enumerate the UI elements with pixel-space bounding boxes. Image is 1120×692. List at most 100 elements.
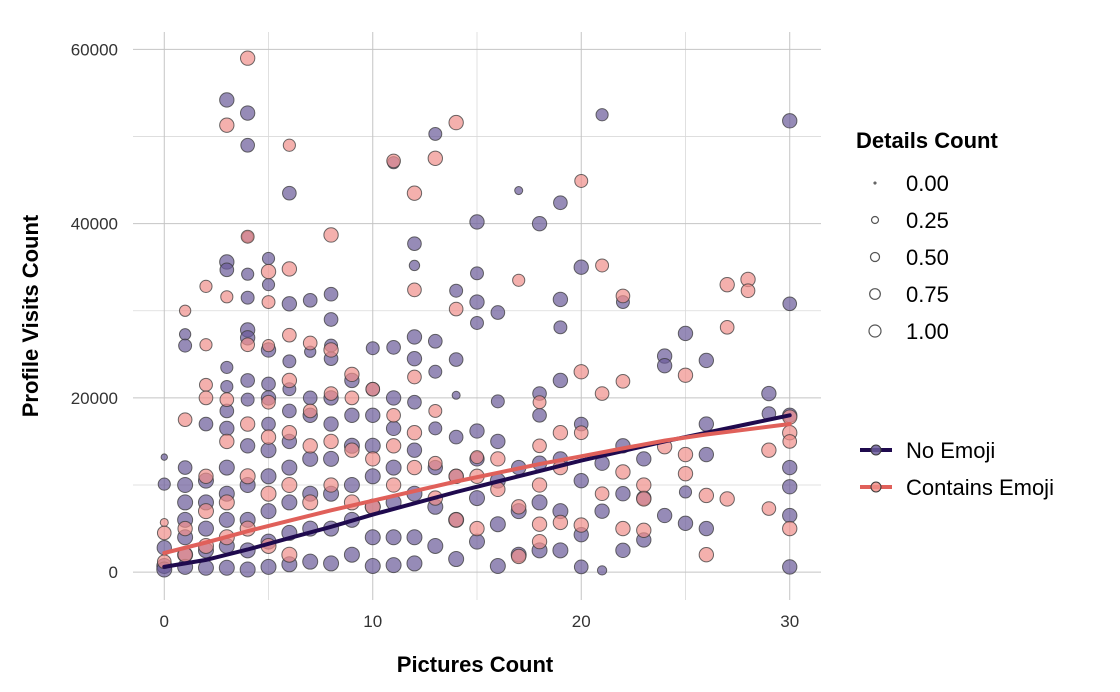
data-point	[239, 561, 256, 578]
data-point	[385, 557, 402, 574]
data-point	[240, 137, 256, 153]
data-point	[177, 520, 193, 537]
data-point	[218, 559, 235, 576]
data-point	[323, 227, 339, 243]
data-point	[260, 558, 277, 575]
size-legend-title: Details Count	[856, 128, 998, 153]
color-legend-items: No Emoji Contains Emoji	[860, 438, 1054, 500]
size-legend-label: 0.75	[906, 282, 949, 307]
data-point	[302, 403, 318, 419]
data-point	[552, 514, 569, 531]
data-point	[385, 420, 402, 437]
data-point	[282, 138, 296, 152]
data-point	[302, 450, 319, 467]
data-point	[323, 342, 339, 358]
data-point	[594, 503, 610, 519]
data-point	[323, 433, 339, 450]
x-tick-label: 30	[780, 612, 799, 631]
data-point	[531, 533, 548, 550]
data-point	[407, 236, 422, 252]
data-point	[451, 390, 461, 400]
data-point	[240, 290, 255, 305]
data-point	[406, 459, 423, 476]
data-point	[199, 338, 213, 352]
data-point	[531, 494, 548, 511]
data-point	[302, 553, 319, 570]
data-point	[239, 438, 256, 454]
data-point	[511, 499, 527, 515]
data-point	[261, 339, 276, 353]
data-point	[427, 333, 443, 349]
data-point	[595, 108, 609, 122]
data-point	[261, 394, 276, 410]
y-axis-title: Profile Visits Count	[18, 214, 43, 417]
data-point	[677, 446, 694, 463]
y-tick-label: 0	[109, 563, 118, 582]
color-legend-dot	[870, 444, 882, 456]
data-point	[489, 516, 506, 533]
data-point	[761, 442, 777, 458]
data-point	[553, 195, 568, 211]
data-point	[470, 315, 484, 330]
data-point	[573, 425, 589, 441]
data-point	[198, 416, 214, 432]
data-point	[198, 390, 214, 406]
data-point	[281, 261, 298, 277]
data-point	[178, 328, 192, 341]
data-point	[719, 319, 735, 335]
data-point	[573, 517, 589, 533]
y-tick-label: 20000	[71, 389, 118, 408]
data-point	[448, 512, 464, 528]
data-point	[698, 352, 715, 369]
data-point	[406, 442, 423, 458]
data-point	[719, 276, 735, 293]
data-point	[218, 459, 235, 476]
data-point	[553, 320, 568, 335]
data-point	[364, 468, 381, 485]
data-point	[469, 490, 485, 507]
y-tick-labels: 0 20000 40000 60000	[71, 40, 118, 582]
data-point	[511, 548, 527, 565]
data-point	[636, 477, 652, 493]
data-point	[343, 477, 360, 494]
data-point	[677, 325, 694, 342]
data-point	[385, 477, 402, 493]
data-point	[260, 263, 277, 280]
data-point	[160, 453, 168, 461]
data-point	[636, 451, 652, 467]
data-point	[281, 296, 298, 312]
data-point	[470, 266, 484, 281]
data-point	[532, 407, 547, 423]
data-point	[782, 507, 798, 524]
data-point	[302, 292, 318, 308]
data-point	[198, 377, 213, 392]
data-point	[406, 555, 423, 572]
data-point	[282, 403, 297, 419]
data-point	[219, 392, 235, 407]
data-point	[385, 390, 402, 406]
data-point	[615, 520, 631, 537]
data-point	[406, 185, 423, 201]
data-point	[698, 520, 715, 537]
data-point	[386, 153, 401, 169]
data-point	[594, 486, 610, 502]
data-point	[636, 522, 652, 538]
data-point	[490, 305, 506, 320]
y-tick-label: 60000	[71, 40, 118, 59]
data-point	[448, 352, 464, 367]
data-point	[219, 262, 235, 278]
size-legend-symbol	[869, 288, 881, 300]
data-point	[406, 351, 423, 367]
size-legend-label: 0.50	[906, 245, 949, 270]
data-point	[574, 173, 589, 188]
data-point	[573, 472, 589, 489]
data-point	[698, 446, 715, 463]
size-legend-symbol	[870, 215, 880, 225]
data-point	[302, 438, 318, 454]
data-point	[323, 555, 340, 572]
data-point	[344, 366, 360, 383]
trend-lines	[162, 413, 792, 569]
data-point	[364, 437, 381, 454]
data-point	[408, 259, 421, 272]
